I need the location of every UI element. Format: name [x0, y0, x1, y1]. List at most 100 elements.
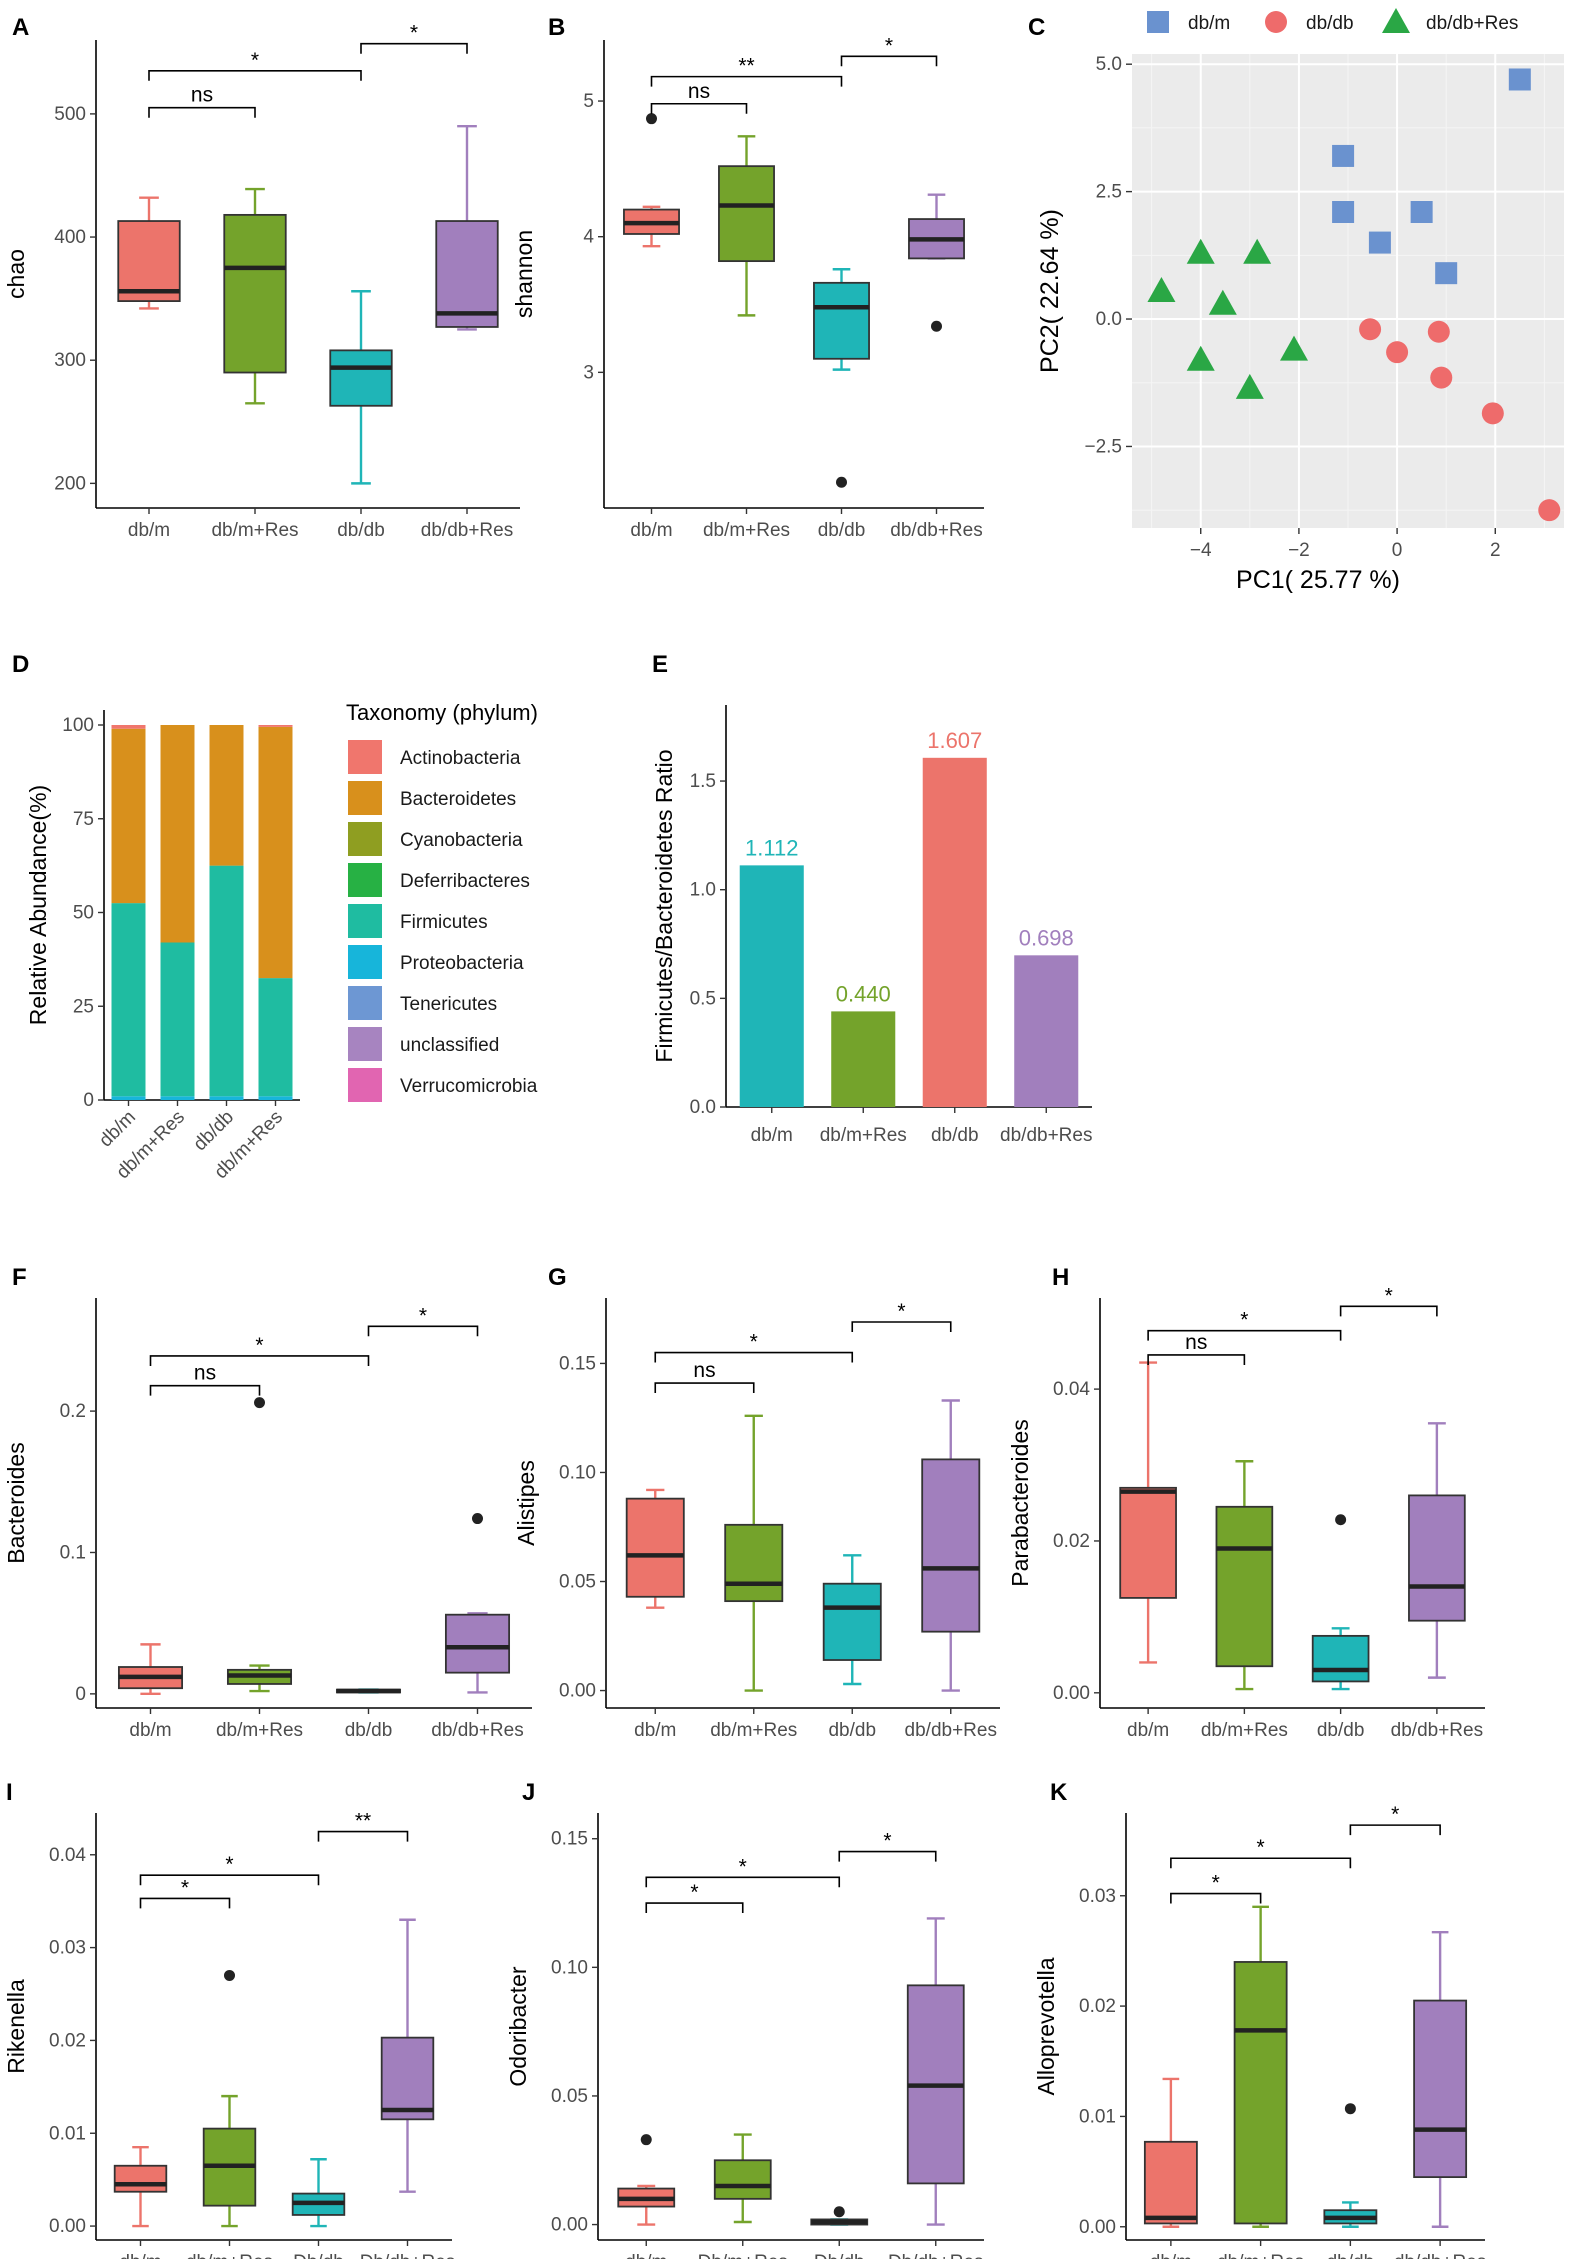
outlier-point: [472, 1513, 483, 1525]
significance-label: *: [181, 1876, 189, 1899]
panel-label-k: K: [1050, 1779, 1068, 1806]
stack-segment-proteobacteria: [209, 1096, 244, 1100]
significance-label: ns: [693, 1359, 715, 1382]
pca-point-db-db: [1427, 320, 1450, 343]
significance-bracket: [840, 55, 938, 67]
y-axis-label: Bacteroides: [3, 1442, 29, 1563]
significance-bracket: [149, 1384, 261, 1396]
stack-segment-firmicutes: [111, 903, 146, 1097]
legend-key-circle: [1265, 11, 1287, 33]
pca-point-db-db-res: [1208, 289, 1237, 315]
significance-label: *: [885, 34, 893, 57]
box-iqr: [444, 1613, 511, 1674]
significance-bracket: [838, 1850, 937, 1862]
x-tick-label: db/m: [1127, 1720, 1169, 1741]
x-tick-label: db/db+Res: [890, 520, 982, 541]
significance-label: *: [1240, 1309, 1248, 1332]
x-tick-label: db/db+Res: [1394, 2252, 1486, 2259]
significance-label: *: [419, 1304, 427, 1327]
chart-h-parabacteroides: 0.00 0.02 0.04 db/m db/m+Res db/db db/db+Res Pa…: [1007, 1284, 1485, 1741]
y-axis-label: Relative Abundance(%): [25, 785, 51, 1025]
box-iqr: [625, 1497, 685, 1598]
y-tick-label: 0.00: [49, 2216, 86, 2237]
x-tick-label: db/m+Res: [186, 2252, 273, 2259]
x-tick-label: db/m+Res: [1217, 2252, 1304, 2259]
y-tick-label: 5: [583, 91, 594, 112]
pca-point-db-db-res: [1280, 335, 1308, 361]
x-tick-label: −2: [1288, 540, 1310, 561]
stack-segment-bacteroidetes: [209, 725, 244, 866]
x-tick-label: 2: [1490, 540, 1501, 561]
box-iqr: [1408, 1494, 1466, 1622]
bar-data-label: 0.698: [1019, 925, 1074, 950]
significance-bracket: [148, 106, 256, 118]
outlier-point: [254, 1397, 265, 1409]
outlier-point: [836, 476, 847, 488]
x-tick-label: Db/m+Res: [698, 2252, 788, 2259]
significance-label: *: [897, 1300, 905, 1323]
box-iqr: [435, 220, 499, 328]
y-tick-label: 0.03: [1079, 1886, 1116, 1907]
x-tick-label: db/db: [931, 1125, 979, 1146]
pca-point-db-m: [1410, 201, 1433, 223]
stack-segment-firmicutes: [160, 942, 195, 1097]
y-tick-label: 1.5: [690, 771, 716, 792]
chart-k-alloprevotella: 0.00 0.01 0.02 0.03 db/m db/m+Res db/db db/db+R…: [1033, 1803, 1486, 2259]
pca-point-db-db: [1359, 318, 1382, 341]
pca-point-db-db-res: [1243, 238, 1272, 264]
x-tick-label: db/m: [119, 2252, 161, 2259]
legend-label: db/db+Res: [1426, 13, 1518, 34]
legend-key: [348, 781, 382, 815]
y-tick-label: 0.05: [551, 2086, 588, 2107]
x-tick-label: Db/db+Res: [888, 2252, 984, 2259]
significance-bracket: [317, 1830, 409, 1842]
box-iqr: [718, 165, 775, 263]
significance-label: *: [255, 1334, 263, 1357]
legend-key: [348, 945, 382, 979]
legend-label: unclassified: [400, 1035, 499, 1056]
stack-segment-actinobacteria: [258, 725, 293, 727]
y-tick-label: 0.10: [559, 1462, 596, 1483]
y-tick-label: 0: [75, 1684, 86, 1705]
x-tick-label: db/db+Res: [1391, 1720, 1483, 1741]
y-axis-label: Alloprevotella: [1033, 1957, 1059, 2095]
x-tick-label: db/m: [634, 1720, 676, 1741]
stack-segment-firmicutes: [209, 865, 244, 1097]
legend-label: db/m: [1188, 13, 1230, 34]
y-tick-label: 1.0: [690, 880, 716, 901]
x-tick-label: db/m+Res: [211, 520, 298, 541]
significance-bracket: [149, 1355, 370, 1366]
legend-title: Taxonomy (phylum): [346, 700, 538, 725]
significance-bracket: [1170, 1892, 1262, 1904]
x-tick-label: db/m+Res: [703, 520, 790, 541]
y-tick-label: 0.00: [559, 1681, 596, 1702]
y-tick-label: 0.04: [1053, 1379, 1090, 1400]
box-iqr: [813, 281, 870, 360]
stack-segment-proteobacteria: [111, 1096, 146, 1100]
significance-label: *: [1212, 1872, 1220, 1895]
y-tick-label: 0.15: [559, 1353, 596, 1374]
x-tick-label: 0: [1392, 540, 1403, 561]
pca-point-db-db-res: [1186, 345, 1215, 371]
legend-label: Proteobacteria: [400, 953, 524, 974]
y-tick-label: 500: [54, 104, 86, 125]
outlier-point: [640, 2134, 652, 2146]
significance-bracket: [645, 1902, 744, 1914]
y-tick-label: 0.02: [1079, 1996, 1116, 2017]
legend-key: [348, 986, 382, 1020]
x-tick-label: db/m: [630, 520, 672, 541]
legend-key: [348, 740, 382, 774]
significance-bracket: [1339, 1305, 1438, 1317]
bar: [739, 865, 804, 1107]
x-tick-label: db/db: [337, 520, 385, 541]
pca-point-db-db: [1386, 341, 1409, 364]
bar-data-label: 1.607: [927, 728, 982, 753]
legend-label: Deferribacteres: [400, 871, 530, 892]
y-tick-label: 0.0: [1096, 309, 1122, 330]
pca-point-db-db-res: [1186, 238, 1215, 264]
box-iqr: [713, 2159, 772, 2200]
outlier-point: [224, 1969, 235, 1981]
x-tick-label: db/db+Res: [905, 1720, 997, 1741]
